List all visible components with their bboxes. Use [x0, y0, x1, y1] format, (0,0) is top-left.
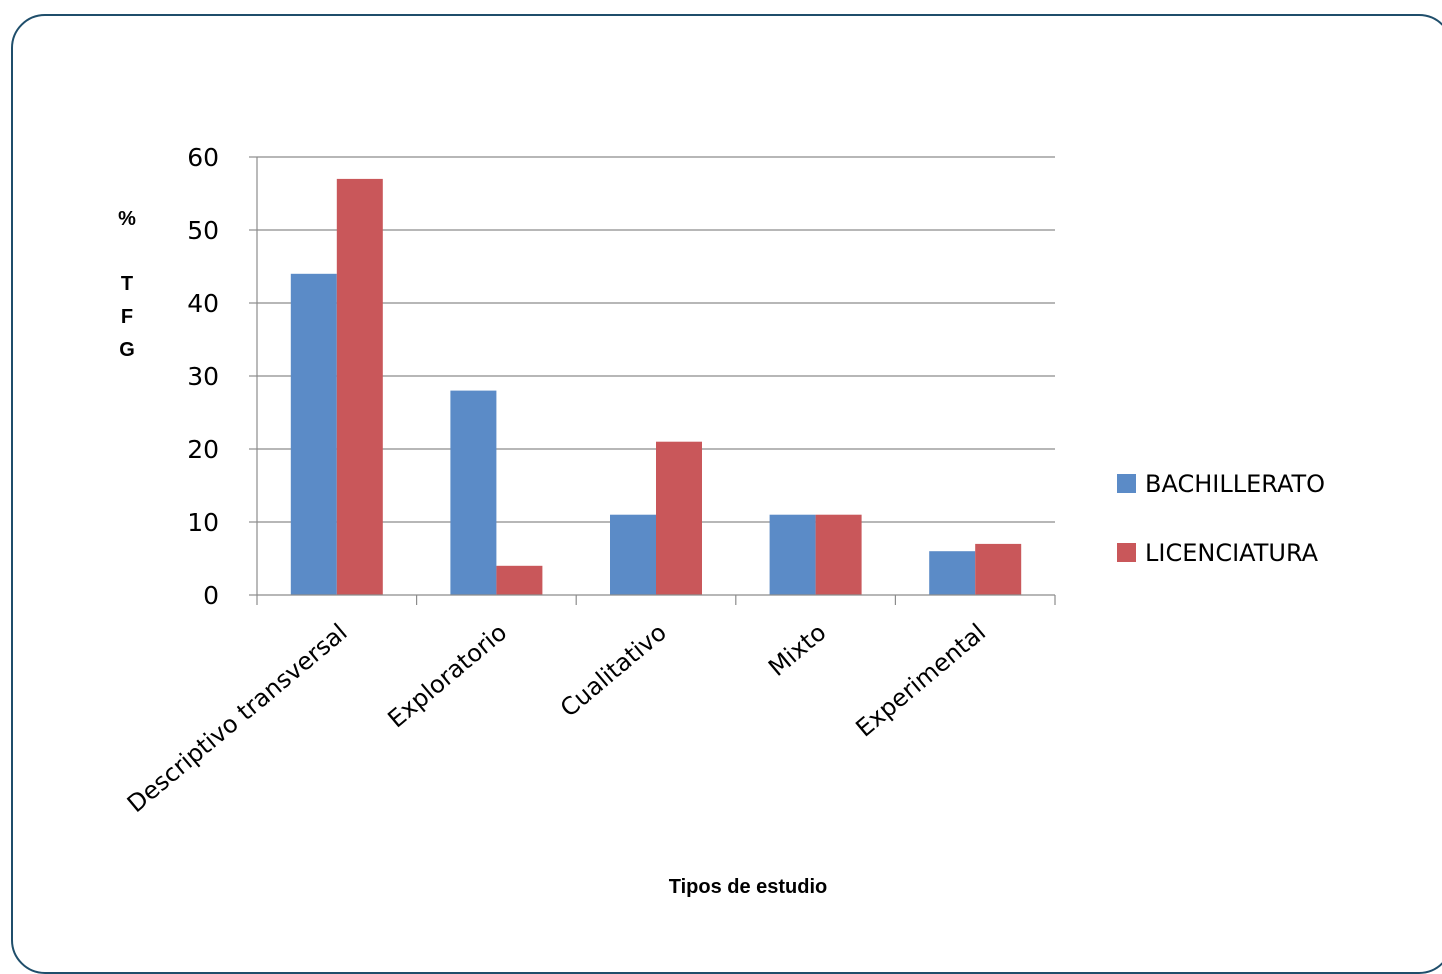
x-category-label-1: Exploratorio [383, 618, 513, 733]
y-tick-label-0: 0 [203, 581, 219, 610]
bar-licenciatura-3 [815, 514, 862, 595]
bar-chart: 0 10 20 30 40 50 60 Descriptivo transversal Exp… [118, 143, 1325, 898]
y-axis-title-line-2: F [121, 306, 133, 328]
legend: BACHILLERATO LICENCIATURA [1117, 470, 1325, 567]
bar-licenciatura-0 [336, 178, 383, 595]
bars [290, 178, 1022, 595]
axes [256, 157, 1056, 605]
bar-bachillerato-1 [450, 390, 497, 595]
y-axis-title-line-0: % [118, 208, 136, 230]
x-category-labels: Descriptivo transversal Exploratorio Cuali… [122, 618, 991, 818]
y-tick-label-50: 50 [187, 216, 219, 245]
bar-bachillerato-0 [290, 273, 337, 595]
legend-label-bachillerato: BACHILLERATO [1145, 470, 1325, 498]
y-tick-label-10: 10 [187, 508, 219, 537]
bar-licenciatura-1 [496, 565, 543, 595]
y-axis-title: % TFG [118, 208, 136, 361]
x-category-label-3: Mixto [763, 618, 831, 682]
y-tick-label-30: 30 [187, 362, 219, 391]
legend-label-licenciatura: LICENCIATURA [1145, 539, 1319, 567]
bar-bachillerato-2 [610, 514, 656, 595]
y-tick-label-60: 60 [187, 143, 219, 172]
y-axis-title-line-3: G [119, 339, 135, 361]
y-axis-title-line-1: T [121, 273, 133, 295]
y-tick-label-20: 20 [187, 435, 219, 464]
x-axis-title: Tipos de estudio [669, 876, 828, 898]
bar-licenciatura-2 [656, 441, 702, 595]
bar-licenciatura-4 [975, 543, 1022, 595]
y-tick-labels: 0 10 20 30 40 50 60 [187, 143, 219, 610]
bar-bachillerato-3 [769, 514, 816, 595]
x-category-label-4: Experimental [850, 618, 991, 742]
legend-swatch-bachillerato [1117, 474, 1136, 493]
legend-swatch-licenciatura [1117, 543, 1136, 562]
y-tick-label-40: 40 [187, 289, 219, 318]
x-category-label-0: Descriptivo transversal [122, 618, 353, 818]
x-category-label-2: Cualitativo [555, 618, 672, 722]
bar-bachillerato-4 [929, 551, 976, 595]
